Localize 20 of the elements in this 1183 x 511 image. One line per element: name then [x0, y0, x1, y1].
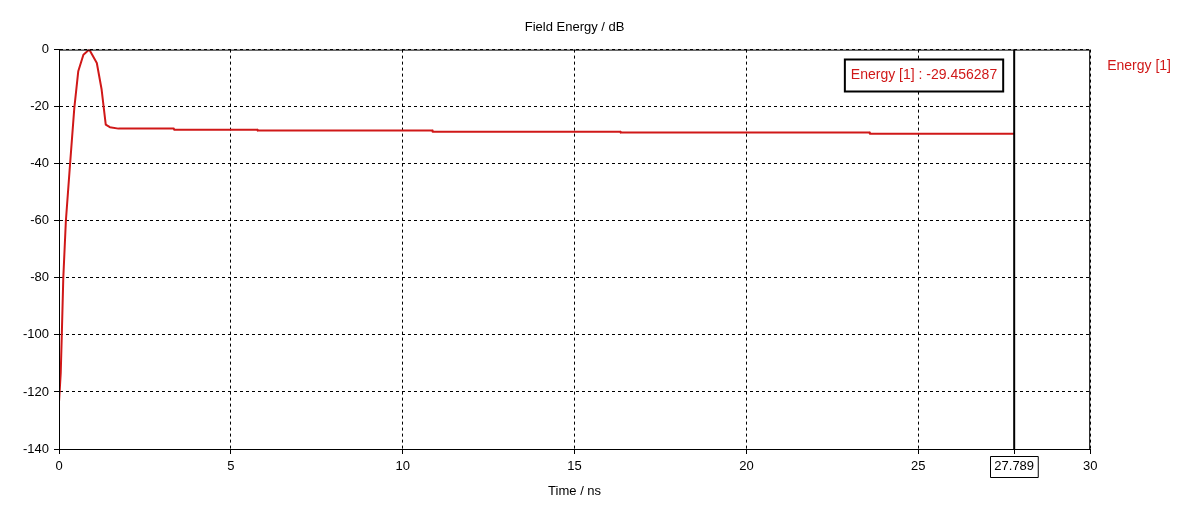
- y-tick-label: -40: [30, 155, 49, 171]
- y-tick-label: -140: [22, 440, 49, 456]
- y-tick-label: 0: [41, 41, 49, 57]
- y-tick-label: -80: [30, 269, 49, 285]
- x-tick-label: 10: [395, 458, 410, 474]
- chart-title: Field Energy / dB: [524, 19, 625, 35]
- x-tick-label: 30: [1082, 458, 1098, 474]
- x-tick-label: 5: [227, 458, 235, 474]
- y-tick-label: -20: [30, 98, 49, 114]
- x-tick-label: 25: [911, 458, 926, 474]
- x-tick-label: 20: [739, 458, 754, 474]
- annotation: Energy [1] : -29.456287: [850, 66, 998, 83]
- x-tick-label: 27.789: [994, 458, 1035, 474]
- text: Energy [1]: [1107, 57, 1172, 74]
- x-tick-label: 0: [55, 458, 63, 474]
- x-axis-title: Time / ns: [548, 482, 602, 498]
- y-tick-label: -120: [22, 383, 49, 399]
- y-tick-label: -60: [30, 212, 49, 228]
- y-tick-label: -100: [22, 326, 49, 342]
- x-tick-label: 15: [567, 458, 582, 474]
